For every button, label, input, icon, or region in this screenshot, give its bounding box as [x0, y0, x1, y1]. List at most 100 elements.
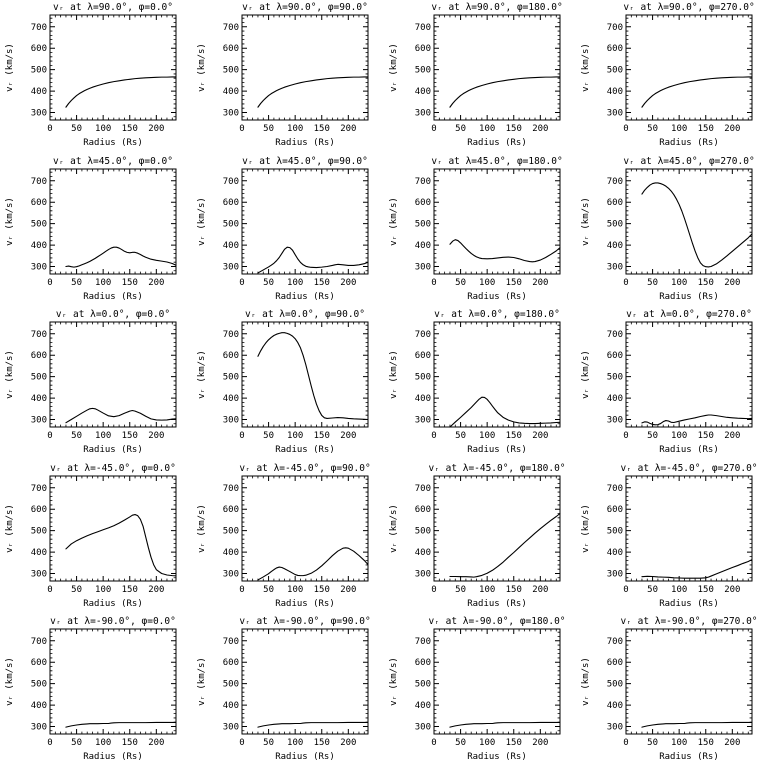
x-axis-label: Radius (Rs)	[275, 599, 335, 609]
plot-title: vᵣ at λ=90.0°, φ=270.0°	[623, 2, 754, 13]
vr-curve	[449, 76, 561, 108]
x-axis-label: Radius (Rs)	[659, 138, 719, 148]
y-tick-label: 300	[223, 416, 239, 426]
plot-title: vᵣ at λ=0.0°, φ=270.0°	[626, 309, 752, 320]
vr-curve	[641, 558, 753, 579]
plot-frame	[49, 14, 177, 121]
y-tick-label: 300	[31, 108, 47, 118]
y-tick-label: 300	[415, 416, 431, 426]
y-tick-label: 500	[31, 219, 47, 229]
plot-frame	[241, 321, 369, 428]
x-tick-label: 100	[95, 738, 111, 748]
y-tick-label: 600	[415, 351, 431, 361]
y-axis-label: vᵣ (km/s)	[581, 658, 591, 707]
x-tick-label: 50	[71, 124, 82, 134]
x-tick-label: 100	[95, 585, 111, 595]
x-tick-label: 150	[506, 124, 522, 134]
plot-title: vᵣ at λ=-90.0°, φ=180.0°	[428, 616, 565, 627]
x-tick-label: 50	[455, 431, 466, 441]
vr-curve	[65, 513, 177, 577]
x-tick-label: 100	[671, 738, 687, 748]
plot-title: vᵣ at λ=90.0°, φ=90.0°	[242, 2, 368, 13]
x-tick-label: 100	[287, 431, 303, 441]
subplot-lambda-45-phi0: 0 50 100 150 200 300 400 500 600 700 vᵣ at λ=-45.0…	[0, 461, 192, 615]
y-tick-label: 400	[31, 241, 47, 251]
x-tick-label: 50	[263, 278, 274, 288]
x-tick-label: 150	[698, 124, 714, 134]
x-tick-label: 50	[647, 431, 658, 441]
y-axis-label: vᵣ (km/s)	[581, 350, 591, 399]
plot-title: vᵣ at λ=45.0°, φ=180.0°	[431, 156, 562, 167]
y-tick-label: 700	[223, 484, 239, 494]
plot-title: vᵣ at λ=90.0°, φ=180.0°	[431, 2, 562, 13]
plot-frame	[625, 168, 753, 275]
subplot-svg: 0 50 100 150 200 300 400 500 600 700 vᵣ at λ=90.0°…	[5, 2, 177, 148]
x-tick-label: 0	[47, 738, 52, 748]
plot-title: vᵣ at λ=-45.0°, φ=270.0°	[620, 463, 757, 474]
x-axis-label: Radius (Rs)	[275, 138, 335, 148]
y-tick-label: 600	[31, 44, 47, 54]
y-axis-label: vᵣ (km/s)	[389, 197, 399, 246]
x-axis-label: Radius (Rs)	[467, 138, 527, 148]
vr-curve	[641, 76, 753, 108]
x-tick-label: 0	[623, 124, 628, 134]
y-tick-label: 500	[607, 219, 623, 229]
y-tick-label: 600	[223, 44, 239, 54]
vr-curve	[65, 407, 177, 424]
x-tick-label: 100	[287, 585, 303, 595]
subplot-lambda-90-phi90: 0 50 100 150 200 300 400 500 600 700 vᵣ at λ=-90.0…	[192, 614, 384, 768]
y-tick-label: 400	[415, 394, 431, 404]
subplot-lambda-45-phi90: 0 50 100 150 200 300 400 500 600 700 vᵣ at λ=-45.0…	[192, 461, 384, 615]
y-tick-label: 400	[415, 701, 431, 711]
x-tick-label: 200	[148, 124, 164, 134]
plot-title: vᵣ at λ=-45.0°, φ=180.0°	[428, 463, 565, 474]
vr-curve	[65, 246, 177, 268]
vr-curve	[449, 396, 561, 428]
x-axis-label: Radius (Rs)	[659, 752, 719, 762]
y-tick-label: 600	[607, 505, 623, 515]
y-tick-label: 400	[607, 87, 623, 97]
subplot-lambda90-phi180: 0 50 100 150 200 300 400 500 600 700 vᵣ at λ=90.0°…	[384, 0, 576, 154]
y-tick-label: 400	[223, 87, 239, 97]
x-tick-label: 100	[479, 431, 495, 441]
x-tick-label: 150	[506, 738, 522, 748]
x-tick-label: 200	[148, 278, 164, 288]
y-axis-label: vᵣ (km/s)	[389, 43, 399, 92]
y-tick-label: 500	[31, 373, 47, 383]
y-tick-label: 500	[607, 680, 623, 690]
y-tick-label: 700	[223, 330, 239, 340]
y-axis-label: vᵣ (km/s)	[197, 197, 207, 246]
plot-title: vᵣ at λ=45.0°, φ=90.0°	[242, 156, 368, 167]
y-tick-label: 500	[607, 526, 623, 536]
vr-curve	[641, 181, 753, 268]
plot-frame	[241, 14, 369, 121]
x-tick-label: 0	[239, 431, 244, 441]
x-tick-label: 50	[263, 124, 274, 134]
x-tick-label: 0	[623, 738, 628, 748]
vr-curve	[257, 246, 369, 274]
x-tick-label: 150	[314, 738, 330, 748]
y-tick-label: 300	[223, 262, 239, 272]
x-tick-label: 0	[239, 124, 244, 134]
y-axis-label: vᵣ (km/s)	[389, 350, 399, 399]
plot-title: vᵣ at λ=-90.0°, φ=90.0°	[239, 616, 370, 627]
y-axis-label: vᵣ (km/s)	[389, 658, 399, 707]
vr-curve	[257, 722, 369, 729]
y-tick-label: 500	[607, 66, 623, 76]
x-tick-label: 200	[340, 124, 356, 134]
plot-title: vᵣ at λ=0.0°, φ=90.0°	[245, 309, 365, 320]
y-tick-label: 700	[31, 637, 47, 647]
x-tick-label: 200	[724, 278, 740, 288]
x-tick-label: 150	[698, 738, 714, 748]
subplot-lambda45-phi270: 0 50 100 150 200 300 400 500 600 700 vᵣ at λ=45.0°…	[576, 154, 768, 308]
y-tick-label: 400	[415, 87, 431, 97]
x-tick-label: 0	[431, 278, 436, 288]
y-tick-label: 400	[223, 394, 239, 404]
y-tick-label: 300	[223, 723, 239, 733]
x-tick-label: 200	[724, 738, 740, 748]
